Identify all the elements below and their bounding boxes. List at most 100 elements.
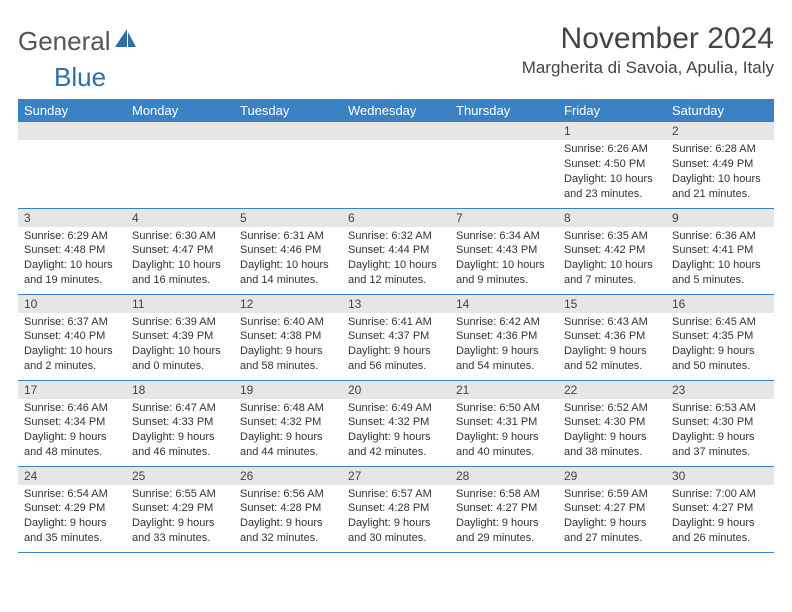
daylight-text: Daylight: 9 hours <box>456 344 552 359</box>
sunset-text: Sunset: 4:49 PM <box>672 157 768 172</box>
day-content: Sunrise: 6:56 AMSunset: 4:28 PMDaylight:… <box>234 485 342 550</box>
calendar-week: 17Sunrise: 6:46 AMSunset: 4:34 PMDayligh… <box>18 380 774 466</box>
sunset-text: Sunset: 4:33 PM <box>132 415 228 430</box>
daylight-text: and 21 minutes. <box>672 187 768 202</box>
daylight-text: and 30 minutes. <box>348 531 444 546</box>
daylight-text: Daylight: 9 hours <box>564 344 660 359</box>
daylight-text: Daylight: 9 hours <box>132 516 228 531</box>
daylight-text: and 5 minutes. <box>672 273 768 288</box>
day-content: Sunrise: 6:59 AMSunset: 4:27 PMDaylight:… <box>558 485 666 550</box>
day-number: 10 <box>18 295 126 313</box>
daylight-text: and 7 minutes. <box>564 273 660 288</box>
sunrise-text: Sunrise: 6:31 AM <box>240 229 336 244</box>
daylight-text: and 42 minutes. <box>348 445 444 460</box>
sunset-text: Sunset: 4:30 PM <box>564 415 660 430</box>
calendar-cell: 8Sunrise: 6:35 AMSunset: 4:42 PMDaylight… <box>558 208 666 294</box>
sunrise-text: Sunrise: 6:59 AM <box>564 487 660 502</box>
daylight-text: Daylight: 10 hours <box>456 258 552 273</box>
day-number-bar <box>18 122 126 140</box>
day-number: 30 <box>666 467 774 485</box>
sunrise-text: Sunrise: 6:37 AM <box>24 315 120 330</box>
calendar-cell <box>18 122 126 208</box>
daylight-text: and 14 minutes. <box>240 273 336 288</box>
daylight-text: and 19 minutes. <box>24 273 120 288</box>
sunset-text: Sunset: 4:47 PM <box>132 243 228 258</box>
day-content: Sunrise: 6:28 AMSunset: 4:49 PMDaylight:… <box>666 140 774 205</box>
calendar-cell: 7Sunrise: 6:34 AMSunset: 4:43 PMDaylight… <box>450 208 558 294</box>
daylight-text: and 27 minutes. <box>564 531 660 546</box>
day-content: Sunrise: 6:50 AMSunset: 4:31 PMDaylight:… <box>450 399 558 464</box>
title-block: November 2024 Margherita di Savoia, Apul… <box>522 22 774 78</box>
day-number: 25 <box>126 467 234 485</box>
day-number: 6 <box>342 209 450 227</box>
daylight-text: Daylight: 9 hours <box>24 516 120 531</box>
sunrise-text: Sunrise: 7:00 AM <box>672 487 768 502</box>
day-content: Sunrise: 6:29 AMSunset: 4:48 PMDaylight:… <box>18 227 126 292</box>
sunset-text: Sunset: 4:29 PM <box>24 501 120 516</box>
sunrise-text: Sunrise: 6:56 AM <box>240 487 336 502</box>
day-number-bar <box>234 122 342 140</box>
day-number-bar <box>450 122 558 140</box>
logo: General <box>18 26 139 57</box>
day-number: 11 <box>126 295 234 313</box>
day-header: Tuesday <box>234 99 342 122</box>
calendar-cell: 21Sunrise: 6:50 AMSunset: 4:31 PMDayligh… <box>450 380 558 466</box>
daylight-text: and 29 minutes. <box>456 531 552 546</box>
sunset-text: Sunset: 4:39 PM <box>132 329 228 344</box>
daylight-text: Daylight: 10 hours <box>132 258 228 273</box>
calendar-cell: 13Sunrise: 6:41 AMSunset: 4:37 PMDayligh… <box>342 294 450 380</box>
day-content: Sunrise: 7:00 AMSunset: 4:27 PMDaylight:… <box>666 485 774 550</box>
calendar-cell: 20Sunrise: 6:49 AMSunset: 4:32 PMDayligh… <box>342 380 450 466</box>
sunset-text: Sunset: 4:40 PM <box>24 329 120 344</box>
day-content: Sunrise: 6:41 AMSunset: 4:37 PMDaylight:… <box>342 313 450 378</box>
calendar-cell: 27Sunrise: 6:57 AMSunset: 4:28 PMDayligh… <box>342 466 450 552</box>
sunrise-text: Sunrise: 6:32 AM <box>348 229 444 244</box>
calendar-header-row: SundayMondayTuesdayWednesdayThursdayFrid… <box>18 99 774 122</box>
sunset-text: Sunset: 4:29 PM <box>132 501 228 516</box>
daylight-text: Daylight: 10 hours <box>672 258 768 273</box>
day-number: 24 <box>18 467 126 485</box>
daylight-text: and 56 minutes. <box>348 359 444 374</box>
day-content: Sunrise: 6:57 AMSunset: 4:28 PMDaylight:… <box>342 485 450 550</box>
calendar-cell: 9Sunrise: 6:36 AMSunset: 4:41 PMDaylight… <box>666 208 774 294</box>
day-content: Sunrise: 6:54 AMSunset: 4:29 PMDaylight:… <box>18 485 126 550</box>
day-content: Sunrise: 6:35 AMSunset: 4:42 PMDaylight:… <box>558 227 666 292</box>
day-number: 20 <box>342 381 450 399</box>
sunrise-text: Sunrise: 6:36 AM <box>672 229 768 244</box>
sunrise-text: Sunrise: 6:55 AM <box>132 487 228 502</box>
calendar-cell: 15Sunrise: 6:43 AMSunset: 4:36 PMDayligh… <box>558 294 666 380</box>
daylight-text: Daylight: 9 hours <box>672 344 768 359</box>
sunset-text: Sunset: 4:44 PM <box>348 243 444 258</box>
daylight-text: Daylight: 9 hours <box>24 430 120 445</box>
daylight-text: and 9 minutes. <box>456 273 552 288</box>
daylight-text: Daylight: 10 hours <box>240 258 336 273</box>
day-content: Sunrise: 6:26 AMSunset: 4:50 PMDaylight:… <box>558 140 666 205</box>
logo-text-blue: Blue <box>54 62 106 93</box>
sunset-text: Sunset: 4:28 PM <box>240 501 336 516</box>
sunset-text: Sunset: 4:30 PM <box>672 415 768 430</box>
calendar-cell: 24Sunrise: 6:54 AMSunset: 4:29 PMDayligh… <box>18 466 126 552</box>
calendar-cell: 3Sunrise: 6:29 AMSunset: 4:48 PMDaylight… <box>18 208 126 294</box>
sunset-text: Sunset: 4:27 PM <box>672 501 768 516</box>
calendar-cell: 5Sunrise: 6:31 AMSunset: 4:46 PMDaylight… <box>234 208 342 294</box>
sunrise-text: Sunrise: 6:30 AM <box>132 229 228 244</box>
daylight-text: and 38 minutes. <box>564 445 660 460</box>
daylight-text: and 58 minutes. <box>240 359 336 374</box>
location: Margherita di Savoia, Apulia, Italy <box>522 58 774 78</box>
calendar-body: 1Sunrise: 6:26 AMSunset: 4:50 PMDaylight… <box>18 122 774 552</box>
day-content: Sunrise: 6:48 AMSunset: 4:32 PMDaylight:… <box>234 399 342 464</box>
calendar-cell: 23Sunrise: 6:53 AMSunset: 4:30 PMDayligh… <box>666 380 774 466</box>
day-content: Sunrise: 6:49 AMSunset: 4:32 PMDaylight:… <box>342 399 450 464</box>
calendar-cell <box>126 122 234 208</box>
sunset-text: Sunset: 4:43 PM <box>456 243 552 258</box>
calendar-cell: 1Sunrise: 6:26 AMSunset: 4:50 PMDaylight… <box>558 122 666 208</box>
daylight-text: Daylight: 10 hours <box>348 258 444 273</box>
sunset-text: Sunset: 4:37 PM <box>348 329 444 344</box>
logo-text-gray: General <box>18 26 111 57</box>
daylight-text: and 33 minutes. <box>132 531 228 546</box>
daylight-text: and 46 minutes. <box>132 445 228 460</box>
daylight-text: and 50 minutes. <box>672 359 768 374</box>
calendar-week: 24Sunrise: 6:54 AMSunset: 4:29 PMDayligh… <box>18 466 774 552</box>
day-content: Sunrise: 6:40 AMSunset: 4:38 PMDaylight:… <box>234 313 342 378</box>
day-content: Sunrise: 6:45 AMSunset: 4:35 PMDaylight:… <box>666 313 774 378</box>
